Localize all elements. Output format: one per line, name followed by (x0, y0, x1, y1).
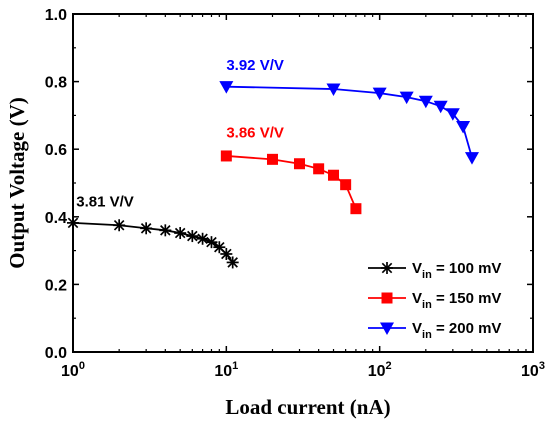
series-line (226, 85, 473, 158)
legend-entry: Vin = 100 mV (368, 260, 501, 281)
x-tick-label: 100 (61, 360, 85, 380)
data-point (174, 227, 187, 240)
legend-marker (381, 262, 393, 274)
data-point (433, 100, 448, 114)
data-point (418, 95, 433, 109)
annotation-label: 3.81 V/V (76, 194, 134, 211)
x-axis-title: Load current (nA) (225, 395, 390, 419)
annotations-layer: 3.81 V/V 3.86 V/V 3.92 V/V (76, 57, 284, 211)
series-layer (67, 81, 479, 269)
x-tick-label: 103 (521, 360, 545, 380)
series-2 (219, 81, 479, 165)
legend-label: Vin = 200 mV (412, 320, 501, 341)
data-point (159, 224, 172, 237)
data-point (313, 163, 325, 175)
data-point (328, 169, 340, 181)
data-point (140, 222, 153, 235)
data-point (399, 91, 414, 105)
data-point (464, 152, 479, 165)
axes-layer: 0.0 0.2 0.4 0.6 0.8 1.0 100 101 102 103 (45, 7, 545, 380)
legend-entry: Vin = 200 mV (368, 320, 501, 341)
legend-marker (380, 322, 394, 335)
y-tick-label: 0.8 (45, 75, 67, 92)
x-tick-label: 102 (368, 360, 392, 380)
y-axis-title: Output Voltage (V) (5, 97, 29, 269)
series-line (226, 155, 357, 210)
annotation-label: 3.92 V/V (226, 57, 284, 74)
legend-marker (381, 292, 393, 304)
series-1 (220, 150, 362, 215)
y-tick-label: 0.4 (45, 210, 67, 227)
data-point (220, 150, 232, 162)
legend-label: Vin = 100 mV (412, 260, 501, 281)
y-tick-label: 0.0 (45, 345, 67, 362)
data-point (350, 203, 362, 215)
data-point (219, 81, 234, 94)
annotation-label: 3.86 V/V (226, 124, 284, 141)
legend-label: Vin = 150 mV (412, 290, 501, 311)
data-point (293, 158, 305, 170)
legend-layer: Vin = 100 mV Vin = 150 mV Vin = 200 mV (368, 260, 501, 341)
data-point (326, 83, 341, 97)
y-tick-label: 0.6 (45, 142, 67, 159)
data-point (456, 121, 471, 134)
data-point (372, 87, 387, 101)
data-point (340, 179, 352, 191)
y-tick-label: 0.2 (45, 277, 67, 294)
legend-entry: Vin = 150 mV (368, 290, 501, 311)
data-point (445, 108, 460, 121)
data-point (205, 236, 218, 249)
data-point (226, 256, 239, 269)
y-tick-label: 1.0 (45, 7, 67, 24)
data-point (266, 153, 278, 165)
data-point (113, 219, 126, 232)
data-point (220, 247, 233, 260)
x-tick-label: 101 (214, 360, 238, 380)
data-point (186, 230, 199, 243)
data-point (67, 216, 79, 229)
series-0 (67, 216, 239, 269)
